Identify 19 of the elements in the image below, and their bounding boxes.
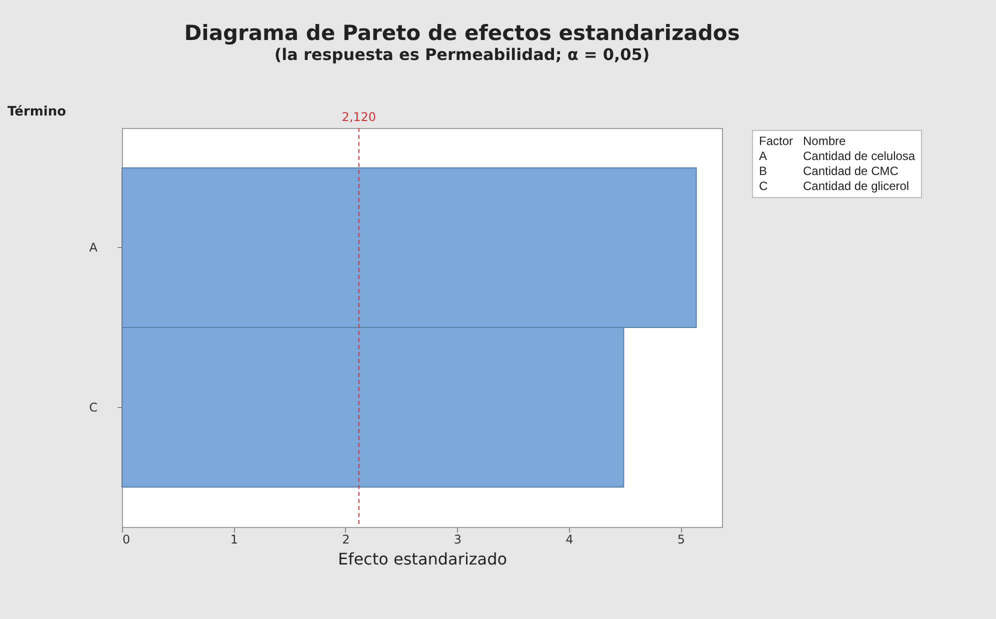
ref-line-label: 2,120 <box>342 110 376 124</box>
text: A <box>759 149 768 164</box>
text: Nombre <box>803 134 847 149</box>
chart-subtitle: (la respuesta es Permeabilidad; α = 0,05) <box>274 45 650 64</box>
x-tick-label: 0 <box>122 532 130 546</box>
x-tick-label: 5 <box>677 532 685 546</box>
text: Cantidad de CMC <box>803 164 900 179</box>
text: Cantidad de glicerol <box>803 179 910 194</box>
text: Cantidad de celulosa <box>803 149 916 164</box>
x-axis-title: Efecto estandarizado <box>338 550 508 568</box>
chart-title: Diagrama de Pareto de efectos estandarizados <box>184 21 740 45</box>
text: C <box>759 179 769 194</box>
x-tick-label: 4 <box>566 532 574 546</box>
y-axis-title: Término <box>8 104 66 120</box>
x-tick-label: 3 <box>454 532 462 546</box>
x-tick-label: 2 <box>342 532 350 546</box>
text: Factor <box>759 134 794 149</box>
x-tick-label: 1 <box>230 532 238 546</box>
text: B <box>759 164 768 179</box>
